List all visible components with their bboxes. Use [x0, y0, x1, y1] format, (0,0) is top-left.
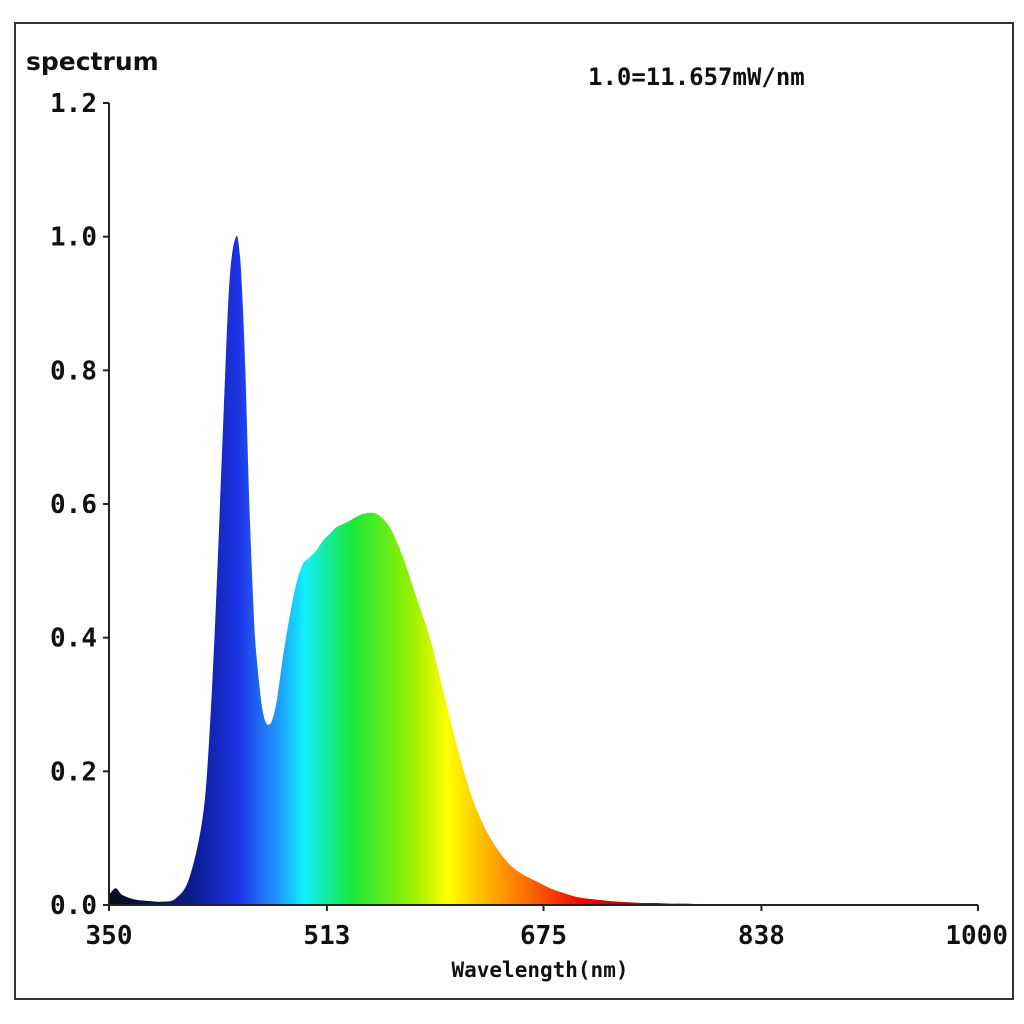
x-tick-label: 350	[86, 921, 133, 951]
y-tick-label: 0.4	[50, 624, 97, 654]
y-tick-label: 0.6	[50, 490, 97, 520]
x-tick-label: 513	[303, 921, 350, 951]
y-ticks: 0.0 0.2 0.4 0.6 0.8 1.0 1.2	[50, 89, 109, 921]
spectrum-chart: spectrum 1.0=11.657mW/nm 0.0 0.2 0.4 0.6 0.8…	[26, 47, 1008, 982]
x-tick-label: 838	[738, 921, 785, 951]
x-tick-label: 675	[520, 921, 567, 951]
y-tick-label: 0.0	[50, 891, 97, 921]
x-tick-label: 1000	[945, 921, 1008, 951]
chart-frame: spectrum 1.0=11.657mW/nm 0.0 0.2 0.4 0.6 0.8…	[14, 22, 1014, 1000]
scale-annotation: 1.0=11.657mW/nm	[588, 63, 805, 91]
y-tick-label: 1.2	[50, 89, 97, 119]
x-ticks: 350 513 675 838 1000	[86, 905, 1008, 951]
y-tick-label: 0.8	[50, 356, 97, 386]
x-axis-label: Wavelength(nm)	[451, 958, 628, 982]
y-axis-label: spectrum	[26, 47, 159, 76]
y-tick-label: 1.0	[50, 223, 97, 253]
spectrum-area	[109, 235, 978, 906]
y-tick-label: 0.2	[50, 757, 97, 787]
